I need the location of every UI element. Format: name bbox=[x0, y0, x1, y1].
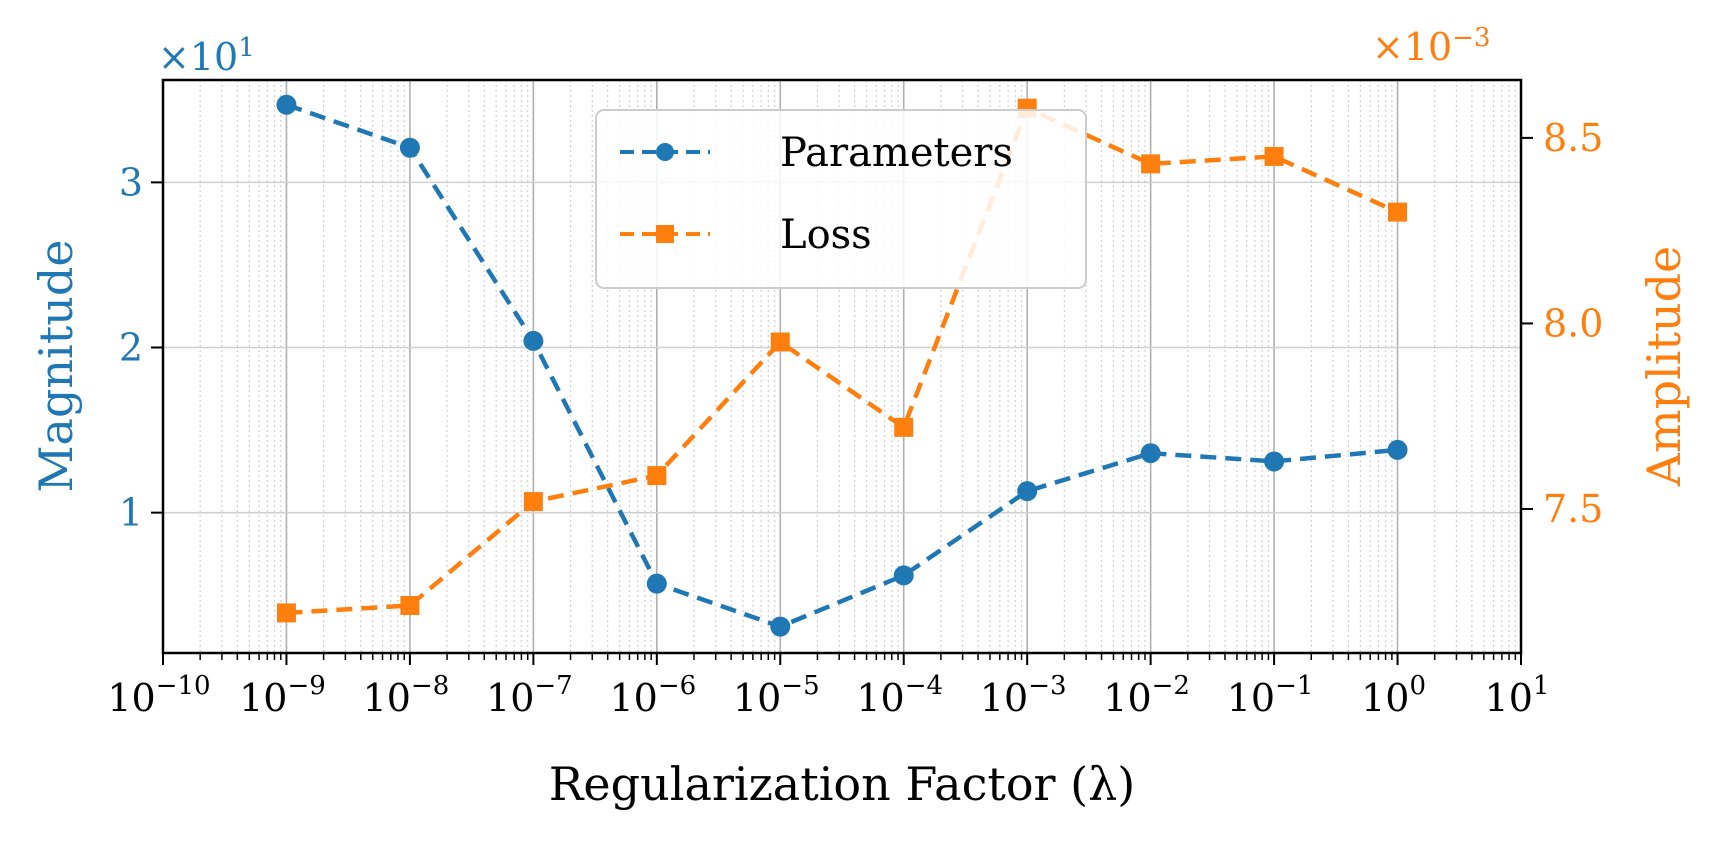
point-parameters bbox=[1264, 451, 1285, 472]
y-left-multiplier: ×101 bbox=[158, 33, 255, 79]
x-axis-ticks: 10−10 10−9 10−8 10−7 10−6 10−5 10−4 10−3 10−2 10−… bbox=[107, 653, 1549, 720]
y-right-axis-label: Amplitude bbox=[1637, 246, 1691, 488]
point-loss bbox=[1264, 146, 1284, 166]
point-parameters bbox=[523, 330, 544, 351]
y-left-tick-label: 1 bbox=[119, 491, 143, 535]
point-loss bbox=[770, 332, 790, 352]
x-tick-label: 10−8 bbox=[363, 671, 450, 720]
x-tick-label: 10−2 bbox=[1103, 671, 1190, 720]
y-right-tick-label: 8.0 bbox=[1543, 301, 1603, 345]
point-loss bbox=[276, 603, 296, 623]
x-tick-label: 10−7 bbox=[486, 671, 573, 720]
point-parameters bbox=[1017, 481, 1038, 502]
legend-label-parameters: Parameters bbox=[780, 130, 1013, 176]
y-left-axis-ticks: 1 2 3 bbox=[119, 160, 163, 535]
x-tick-label: 10−1 bbox=[1227, 671, 1314, 720]
point-parameters bbox=[1387, 439, 1408, 460]
point-parameters bbox=[770, 616, 791, 637]
y-left-axis-label: Magnitude bbox=[29, 239, 83, 492]
x-tick-label: 10−6 bbox=[609, 671, 696, 720]
legend-label-loss: Loss bbox=[780, 212, 872, 258]
x-tick-label: 10−9 bbox=[239, 671, 326, 720]
y-right-tick-label: 7.5 bbox=[1543, 487, 1603, 531]
point-parameters bbox=[646, 573, 667, 594]
legend-marker-loss bbox=[656, 225, 674, 243]
point-loss bbox=[1141, 154, 1161, 174]
series-line-parameters bbox=[285, 102, 1398, 630]
y-left-tick-label: 3 bbox=[119, 160, 143, 204]
point-parameters bbox=[1140, 443, 1161, 464]
series-line-loss bbox=[286, 105, 1399, 616]
plot-frame bbox=[161, 78, 1523, 655]
y-right-axis-ticks: 7.5 8.0 8.5 bbox=[1521, 116, 1603, 531]
point-loss bbox=[647, 466, 667, 486]
x-tick-label: 10−4 bbox=[856, 671, 943, 720]
point-loss bbox=[523, 492, 543, 512]
y-right-tick-label: 8.5 bbox=[1543, 116, 1603, 160]
point-loss bbox=[400, 595, 420, 615]
x-tick-label: 10−5 bbox=[733, 671, 820, 720]
point-loss bbox=[894, 417, 914, 437]
x-tick-label: 101 bbox=[1485, 671, 1550, 720]
y-left-tick-label: 2 bbox=[119, 326, 143, 370]
point-parameters bbox=[276, 94, 297, 115]
point-parameters bbox=[893, 565, 914, 586]
x-tick-label: 10−3 bbox=[980, 671, 1067, 720]
legend: Parameters Loss bbox=[595, 109, 1087, 289]
y-right-multiplier: ×10−3 bbox=[1372, 23, 1491, 69]
legend-marker-parameters bbox=[656, 143, 674, 161]
x-tick-label: 10−10 bbox=[107, 671, 210, 720]
x-axis-label: Regularization Factor (λ) bbox=[549, 757, 1135, 811]
point-parameters bbox=[399, 137, 420, 158]
x-tick-label: 100 bbox=[1361, 671, 1426, 720]
legend-box bbox=[595, 109, 1087, 289]
point-loss bbox=[1388, 202, 1408, 222]
